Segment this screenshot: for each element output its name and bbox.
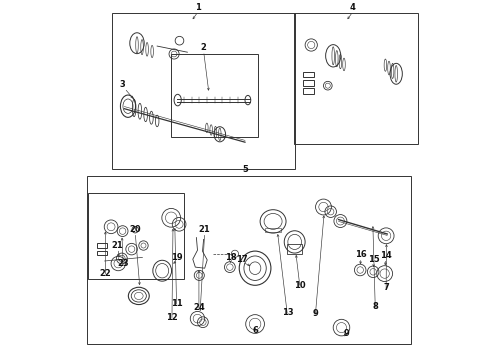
Text: 15: 15	[368, 255, 380, 264]
Text: 1: 1	[195, 3, 201, 12]
Text: 21: 21	[199, 225, 211, 234]
Text: 21: 21	[111, 241, 123, 250]
Text: 10: 10	[294, 281, 306, 289]
Text: 9: 9	[312, 309, 318, 318]
Text: 14: 14	[380, 251, 392, 260]
Text: 4: 4	[350, 3, 356, 12]
Text: 12: 12	[166, 313, 178, 322]
Text: 23: 23	[118, 259, 129, 268]
Text: 13: 13	[282, 307, 294, 317]
Text: 5: 5	[242, 165, 248, 174]
Text: 20: 20	[129, 225, 141, 234]
Bar	[303, 80, 314, 86]
Text: 6: 6	[252, 326, 258, 335]
Bar	[171, 54, 258, 137]
Text: 11: 11	[172, 299, 183, 307]
Text: 19: 19	[172, 253, 183, 262]
Text: 3: 3	[120, 80, 125, 89]
Text: 16: 16	[355, 251, 367, 259]
Bar	[303, 72, 314, 77]
Bar	[287, 244, 302, 254]
Text: 24: 24	[193, 303, 205, 312]
Bar	[294, 13, 418, 144]
Bar	[112, 13, 295, 169]
Bar	[88, 193, 184, 279]
Text: 17: 17	[236, 255, 248, 264]
Bar	[265, 228, 281, 232]
Bar	[303, 88, 314, 94]
Text: 8: 8	[372, 302, 378, 311]
Text: 18: 18	[225, 253, 236, 262]
Bar	[97, 251, 107, 255]
Text: 9: 9	[343, 329, 349, 338]
Bar	[97, 243, 107, 248]
Text: 22: 22	[99, 269, 111, 278]
Text: 7: 7	[383, 284, 389, 292]
Bar	[87, 176, 411, 344]
Text: 2: 2	[201, 43, 207, 52]
